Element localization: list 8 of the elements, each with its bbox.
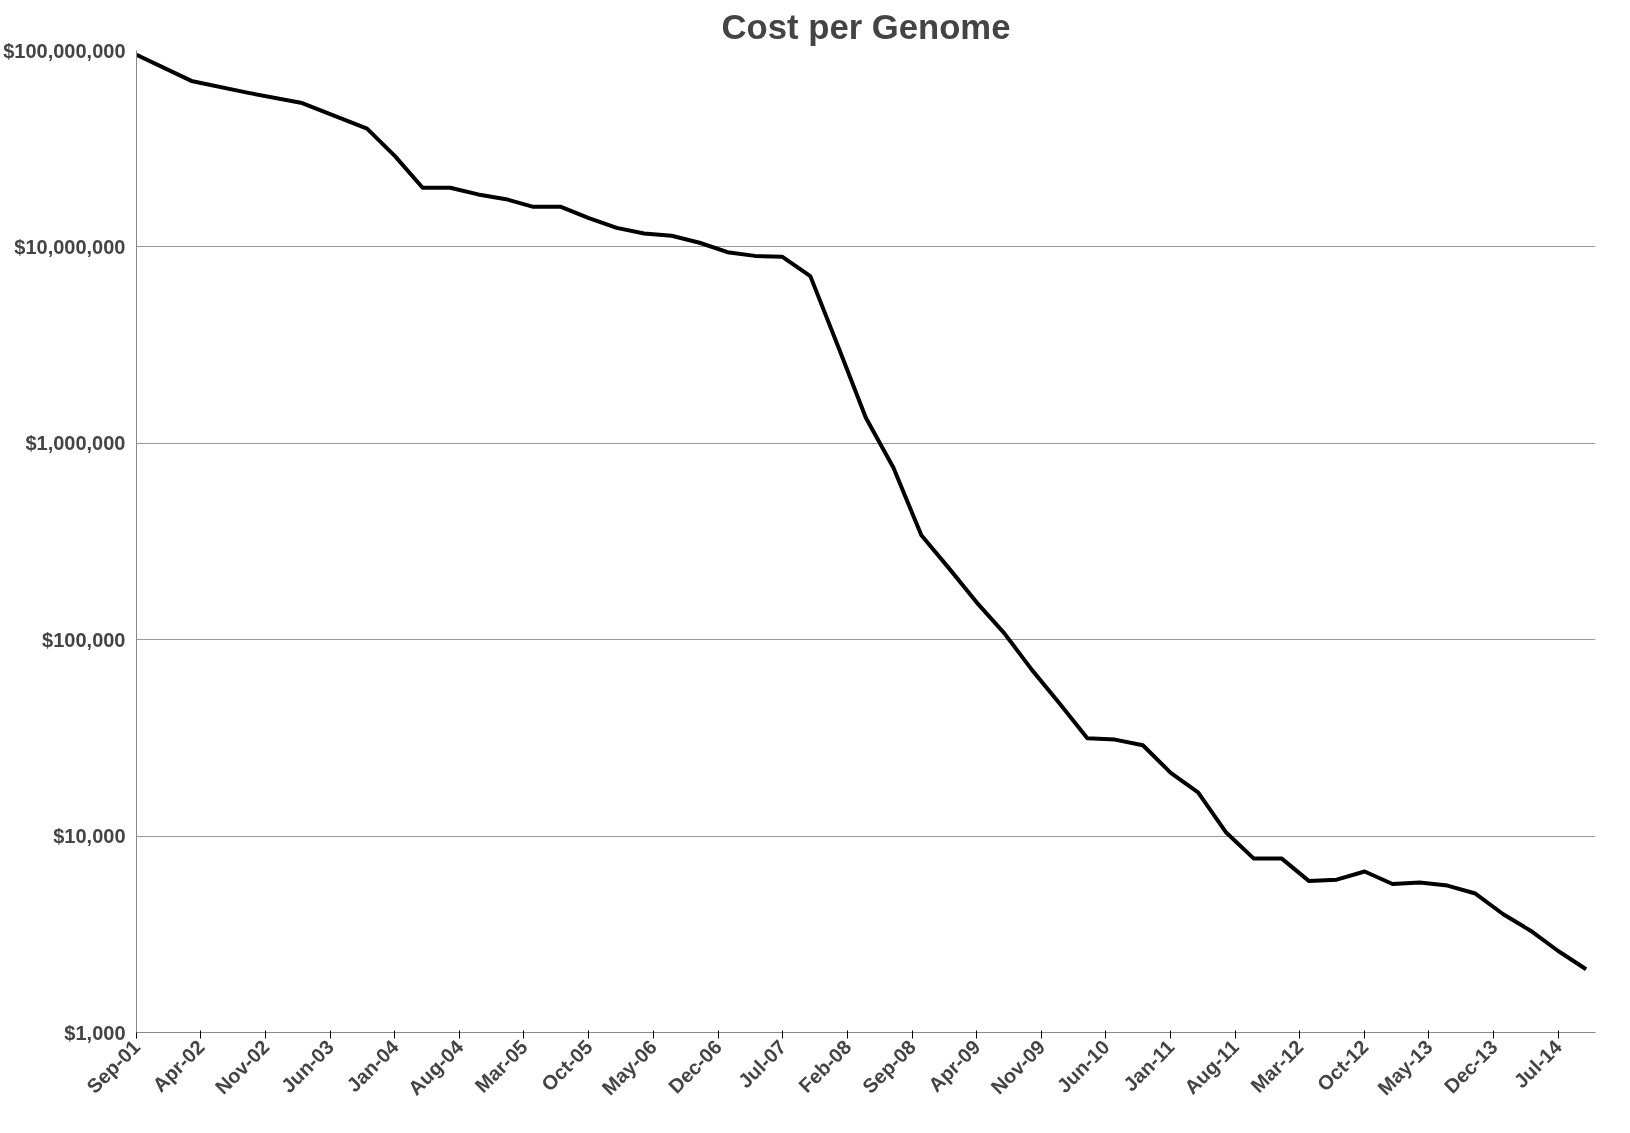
- line-series: [136, 52, 1589, 972]
- y-tick-label: $1,000: [64, 1021, 126, 1044]
- y-tick-label: $10,000: [53, 825, 126, 848]
- y-tick-label: $100,000: [42, 628, 126, 651]
- chart-title: Cost per Genome: [721, 7, 1011, 46]
- y-tick-label: $100,000,000: [3, 39, 126, 62]
- y-tick-label: $1,000,000: [25, 432, 126, 455]
- y-tick-label: $10,000,000: [14, 235, 126, 258]
